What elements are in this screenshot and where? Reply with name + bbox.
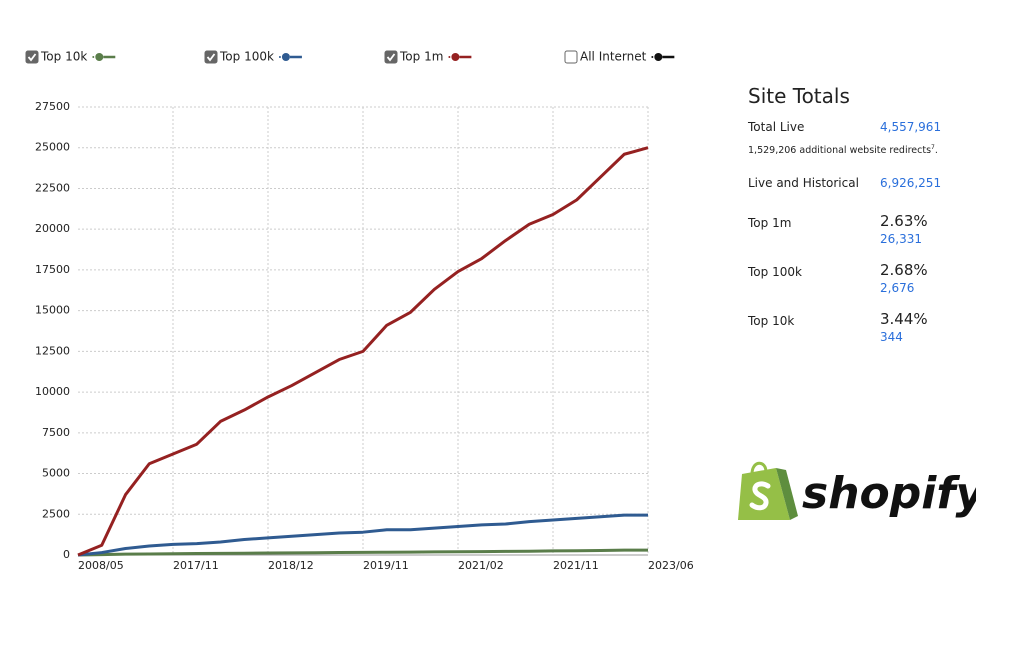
check [27, 53, 37, 62]
value[interactable]: 4,557,961 [880, 120, 942, 134]
y-tick-label: 5000 [42, 467, 70, 480]
note-end: . [934, 145, 938, 157]
y-tick-label: 27500 [35, 100, 70, 113]
y-tick-label: 17500 [35, 263, 70, 276]
y-tick-label: 10000 [35, 385, 70, 398]
legend-label: All Internet [580, 50, 647, 64]
x-tick-label: 2018/12 [268, 559, 314, 572]
top-block: Top 1m 2.63% 26,331 [748, 212, 988, 265]
legend-label: Top 1m [399, 50, 443, 64]
check [206, 53, 216, 62]
percent: 2.63% [880, 212, 928, 231]
legend-item[interactable]: All Internet [564, 50, 675, 64]
label: Top 1m [748, 216, 792, 231]
total-live: Total Live 4,557,961 [748, 120, 988, 138]
legend-dot [281, 53, 290, 61]
y-tick-label: 0 [63, 548, 70, 561]
legend-dot [451, 53, 460, 61]
y-tick-label: 25000 [35, 141, 70, 154]
y-tick-label: 15000 [35, 304, 70, 317]
legend-checkbox [384, 50, 398, 64]
series-line [77, 146, 649, 557]
chart: 0 2500 5000 7500 10000 12500 15000 17500 20000 22… [25, 50, 694, 572]
x-tick-label: 2021/02 [458, 559, 504, 572]
legend-dot [95, 53, 104, 61]
redirects-note: 1,529,206 additional website redirects7. [748, 144, 988, 156]
y-tick-label: 7500 [42, 426, 70, 439]
percent: 2.68% [880, 261, 928, 280]
x-tick-label: 2023/06 [648, 559, 694, 572]
legend-dot-small [448, 56, 451, 58]
x-tick-label: 2021/11 [553, 559, 599, 572]
y-tick-label: 12500 [35, 344, 70, 357]
label: Live and Historical [748, 176, 859, 191]
y-tick-label: 20000 [35, 222, 70, 235]
legend-label: Top 10k [40, 50, 87, 64]
y-tick-label: 2500 [42, 507, 70, 520]
check [386, 53, 396, 62]
legend-item[interactable]: Top 1m [384, 50, 472, 64]
live-historical: Live and Historical 6,926,251 [748, 176, 988, 194]
x-tick-label: 2019/11 [363, 559, 409, 572]
bag-side [776, 468, 798, 520]
top-lists: Top 1m 2.63% 26,331 Top 100k 2.68% 2,676 Top 1… [748, 212, 988, 363]
count[interactable]: 344 [880, 330, 903, 345]
legend-label: Top 100k [219, 50, 274, 64]
percent: 3.44% [880, 310, 928, 329]
x-tick-label: 2008/05 [78, 559, 124, 572]
logo-text: shopify [802, 468, 976, 519]
count[interactable]: 26,331 [880, 232, 922, 247]
footnote[interactable]: 7 [931, 144, 935, 151]
x-tick-label: 2017/11 [173, 559, 219, 572]
label: Total Live [748, 120, 805, 134]
note-text: 1,529,206 additional website redirects [748, 145, 932, 157]
legend-item[interactable]: Top 100k [204, 50, 302, 64]
y-tick-label: 22500 [35, 181, 70, 194]
bag-s [749, 481, 771, 511]
panel-title: Site Totals [748, 84, 850, 108]
legend-checkbox [25, 50, 39, 64]
label: Top 10k [748, 314, 795, 329]
top-block: Top 10k 3.44% 344 [748, 310, 988, 363]
count[interactable]: 2,676 [880, 281, 915, 296]
top-block: Top 100k 2.68% 2,676 [748, 261, 988, 314]
value[interactable]: 6,926,251 [880, 176, 942, 191]
legend-item[interactable]: Top 10k [25, 50, 116, 64]
site-totals: Site Totals Total Live 4,557,961 1,529,2… [748, 84, 988, 363]
bag-handle [750, 461, 768, 475]
logo: shopify [738, 461, 976, 520]
legend-checkbox [564, 50, 578, 64]
legend-dot-small [92, 56, 95, 58]
legend-dot-small [651, 56, 654, 58]
legend-dot-small [278, 56, 281, 58]
series-line [77, 548, 648, 557]
legend-checkbox [204, 50, 218, 64]
legend-dot [654, 53, 663, 61]
series-line [77, 513, 648, 557]
label: Top 100k [748, 265, 802, 280]
